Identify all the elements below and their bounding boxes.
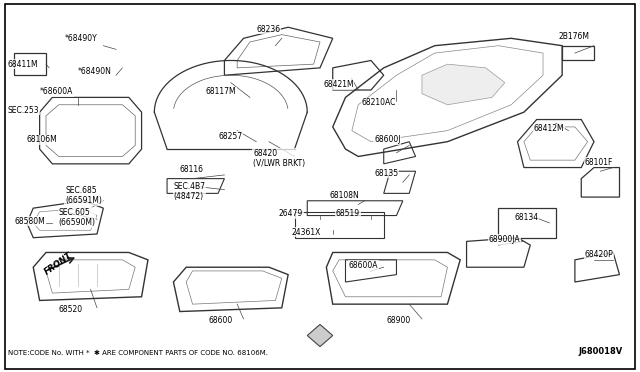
- Polygon shape: [307, 324, 333, 347]
- Text: 68600: 68600: [209, 316, 233, 325]
- Text: 68520: 68520: [59, 305, 83, 314]
- Text: *68600A: *68600A: [40, 87, 73, 96]
- Text: 68117M: 68117M: [205, 87, 236, 96]
- Text: 68519: 68519: [336, 209, 360, 218]
- Polygon shape: [422, 64, 505, 105]
- Text: *68490Y: *68490Y: [65, 34, 98, 43]
- Text: 68900JA: 68900JA: [489, 235, 520, 244]
- Text: 2B176M: 2B176M: [559, 32, 590, 41]
- Text: 68116: 68116: [180, 165, 204, 174]
- Text: 24361X: 24361X: [291, 228, 321, 237]
- Text: 68600A: 68600A: [349, 261, 378, 270]
- Text: SEC.605
(66590M): SEC.605 (66590M): [59, 208, 96, 227]
- Bar: [294, 212, 384, 238]
- Text: 68106M: 68106M: [27, 135, 58, 144]
- Text: 68236: 68236: [256, 25, 280, 33]
- Text: 68101F: 68101F: [584, 157, 613, 167]
- Text: SEC.253: SEC.253: [8, 106, 40, 115]
- Text: FRONT: FRONT: [43, 251, 74, 277]
- Text: 68600J: 68600J: [374, 135, 401, 144]
- Text: 68135: 68135: [374, 169, 398, 177]
- Text: 68420P: 68420P: [584, 250, 613, 259]
- Text: *68490N: *68490N: [78, 67, 112, 76]
- Text: 26479: 26479: [278, 209, 303, 218]
- Text: 68580M: 68580M: [14, 217, 45, 225]
- Text: J680018V: J680018V: [579, 347, 623, 356]
- Text: 68412M: 68412M: [534, 124, 564, 133]
- Text: 68257: 68257: [218, 132, 242, 141]
- Text: NOTE:CODE No. WITH *  ✱ ARE COMPONENT PARTS OF CODE NO. 68106M.: NOTE:CODE No. WITH * ✱ ARE COMPONENT PAR…: [8, 350, 268, 356]
- Text: 68900: 68900: [387, 316, 411, 325]
- Text: 68420
(V/LWR BRKT): 68420 (V/LWR BRKT): [253, 148, 305, 168]
- Text: 68210AC: 68210AC: [362, 99, 396, 108]
- Text: 68421M: 68421M: [323, 80, 354, 89]
- Text: SEC.4B7
(48472): SEC.4B7 (48472): [173, 182, 205, 201]
- Text: 68108N: 68108N: [330, 191, 359, 200]
- Text: 68411M: 68411M: [8, 60, 38, 69]
- Text: SEC.685
(66591M): SEC.685 (66591M): [65, 186, 102, 205]
- Text: 68134: 68134: [515, 213, 538, 222]
